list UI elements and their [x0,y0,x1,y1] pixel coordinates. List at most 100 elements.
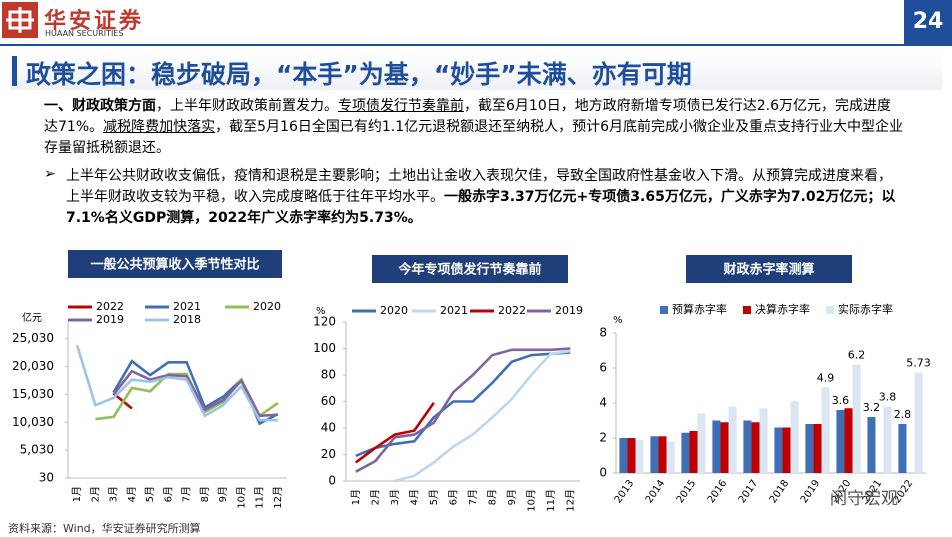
x-tick-label: 7月 [181,486,193,502]
bar [689,431,698,473]
bar [867,417,876,473]
legend-label: 2019 [96,313,124,326]
paragraph: 一、财政政策方面，上半年财政政策前置发力。专项债发行节奏靠前，截至6月10日，地… [44,96,904,159]
legend-label: 2022 [96,300,124,313]
y-tick-label: 10,030 [12,415,54,429]
bar [712,420,721,473]
y-tick-label: 40 [321,421,336,435]
x-tick-label: 10月 [525,489,537,512]
chart-title-box [372,255,568,283]
bar [782,427,791,473]
value-label: 5.73 [906,357,931,370]
x-tick-label: 9月 [217,486,229,502]
x-tick-label: 10月 [235,486,247,509]
chart-title-box [68,250,282,278]
x-tick-label: 3月 [389,489,401,505]
bar [821,387,830,473]
bar [852,364,861,473]
bar [751,422,760,473]
y-tick-label: 30 [39,471,54,485]
x-tick-label: 6月 [447,489,459,505]
x-tick-label: 12月 [272,486,284,509]
legend-label: 2021 [173,300,201,313]
text-span: 上半年公共财政收支偏低，疫情和退税是主要影响；土地出让金收入表现欠佳，导致全国政… [66,168,892,205]
line-series [75,344,278,422]
line-series [355,402,435,464]
bar [728,406,737,473]
x-tick-label: 2018 [768,478,792,505]
y-tick-label: 100 [313,341,336,355]
bar [790,401,799,473]
value-label: 4.9 [817,371,835,384]
text-span: ，截至6月10日，地方政府新增专项债已发行达2.6万亿元，完成进度达71%。 [44,98,891,135]
bar [836,410,845,473]
x-tick-label: 2015 [675,478,699,505]
legend-swatch [660,306,668,314]
legend-label: 2018 [173,313,201,326]
legend-label: 实际赤字率 [838,302,893,316]
text-span: 一般赤字3.37万亿元+专项债3.65万亿元，广义赤字为7.02万亿元；以7.1… [66,189,896,226]
y-tick-label: 15,030 [12,387,54,401]
text-span: 减税降费加快落实 [103,119,216,135]
chart-title: 今年专项债发行节奏靠前 [397,262,541,278]
y-tick-label: 20 [321,447,336,461]
y-tick-label: 6 [599,361,607,375]
page-number: 24 [904,0,952,44]
y-tick-label: 0 [599,466,607,480]
x-tick-label: 2月 [89,486,101,502]
y-tick-label: 5,030 [20,443,54,457]
text-span: ，上半年财政政策前置发力。 [156,98,338,114]
title-accent [12,56,17,86]
y-tick-label: 80 [321,368,336,382]
value-label: 3.8 [879,391,897,404]
value-label: 3.2 [863,401,881,414]
bar [681,432,690,473]
x-tick-label: 11月 [254,486,266,509]
chart-title: 财政赤字率测算 [723,262,814,278]
x-tick-label: 1月 [350,489,362,505]
bar [658,436,667,473]
bullet: ➢ [44,166,56,182]
y-tick-label: 60 [321,394,336,408]
bar [883,406,892,473]
x-tick-label: 6月 [162,486,174,502]
text-span: 一、财政政策方面 [44,98,156,114]
legend-label: 2020 [253,300,281,313]
y-tick-label: 25,030 [12,331,54,345]
legend-swatch [743,306,751,314]
value-label: 6.2 [848,349,866,362]
x-tick-label: 2月 [369,489,381,505]
x-tick-label: 4月 [408,489,420,505]
bar [805,424,814,473]
line-series [355,347,571,473]
header-rule [0,44,952,46]
x-tick-label: 5月 [144,486,156,502]
bar [743,420,752,473]
legend-label: 预算赤字率 [672,302,727,316]
y-tick-label: 0 [328,474,336,488]
x-tick-label: 8月 [199,486,211,502]
x-tick-label: 5月 [428,489,440,505]
x-tick-label: 2014 [644,478,668,505]
bar [650,436,659,473]
bar [627,438,636,473]
bar [619,438,628,473]
bar [635,439,644,473]
logo-text: 华安证券 [44,8,145,34]
x-tick-label: 2016 [706,478,730,505]
title-bar [10,52,942,90]
x-tick-label: 4月 [126,486,138,502]
legend-label: 2019 [555,304,583,317]
bar [720,422,729,473]
value-label: 3.6 [832,394,850,407]
y-tick-label: 20,030 [12,359,54,373]
x-tick-label: 2013 [613,478,637,505]
bar [844,408,853,473]
slide-title: 政策之困：稳步破局，“本手”为基，“妙手”未满、亦有可期 [26,60,692,89]
text-span: 专项债发行节奏靠前 [338,98,464,114]
x-tick-label: 11月 [545,489,557,512]
y-tick-label: 8 [599,326,607,340]
legend-label: 2020 [380,304,408,317]
bar [914,372,923,473]
logo-mark [6,7,34,33]
